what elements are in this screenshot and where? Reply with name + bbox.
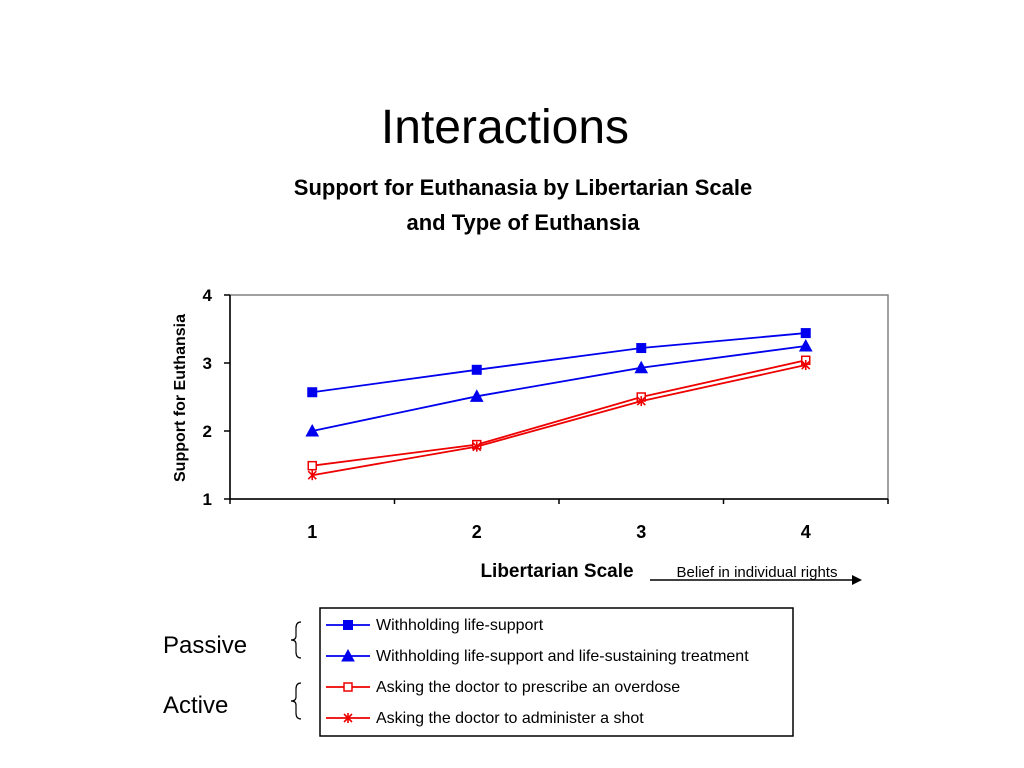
series-4-point [307,470,317,481]
plot-frame [229,294,889,500]
series-1-point [800,328,811,339]
legend: Withholding life-support Withholding life… [319,607,794,737]
series-line-3 [312,359,806,467]
x-annotation: Belief in individual rights [677,564,838,581]
active-brace [290,682,302,720]
group-braces [290,621,302,720]
x-tick-label: 3 [636,522,646,542]
x-tick-label: 2 [472,522,482,542]
passive-brace [290,621,302,659]
y-tick-label: 3 [203,354,212,373]
legend-box [319,607,794,737]
series-line-2 [312,345,806,432]
legend-marker-4 [343,713,353,723]
series-4-point [801,360,811,371]
y-tick-label: 4 [203,286,213,305]
chart-title-line-2: and Type of Euthansia [406,210,640,235]
active-group-label: Active [163,692,229,719]
legend-marker-3 [343,682,353,692]
chart-title-line-1: Support for Euthanasia by Libertarian Sc… [293,175,753,200]
series-3-point [307,460,317,471]
legend-marker-2 [341,648,355,662]
x-tick-label: 4 [801,522,811,542]
y-axis-label: Support for Euthansia [172,314,189,482]
legend-label-4: Asking the doctor to administer a shot [376,710,644,727]
series-line-4 [312,364,806,477]
legend-label-2: Withholding life-support and life-sustai… [376,648,749,665]
series-4-point [636,396,646,407]
series-2-point [469,389,484,402]
y-tick-label: 1 [203,490,212,509]
slide-title: Interactions [380,101,630,154]
series-4-point [472,441,482,452]
legend-label-3: Asking the doctor to prescribe an overdo… [376,679,680,696]
series-1-point [307,387,318,398]
series-2-point [798,338,813,352]
legend-marker-1 [343,620,353,630]
x-tick-label: 1 [307,522,317,542]
series-line-1 [312,332,806,394]
series-2-point [305,423,320,437]
passive-group-label: Passive [163,632,248,659]
y-tick-label: 2 [203,422,212,441]
series-1-point [636,343,647,354]
legend-label-1: Withholding life-support [376,617,544,634]
x-axis-label: Libertarian Scale [480,561,633,582]
series-2-point [634,360,649,374]
plot-area: 1 2 3 4 1 2 3 4 Libertarian Scale Support for Eut… [172,286,889,585]
annotation-arrow-head [852,575,862,585]
series-1-point [471,364,482,375]
